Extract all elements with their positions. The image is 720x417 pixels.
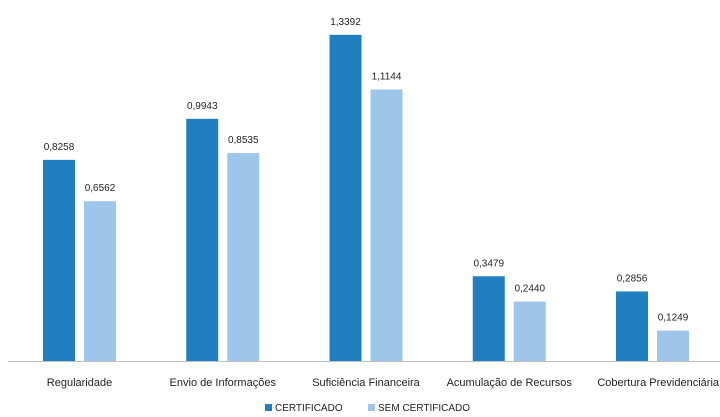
- legend-label: SEM CERTIFICADO: [378, 403, 470, 414]
- value-label: 0,2440: [514, 284, 545, 295]
- bar-sem-certificado-3: [513, 301, 546, 361]
- bar-sem-certificado-1: [227, 153, 260, 361]
- value-label: 0,3479: [473, 258, 504, 269]
- bar-certificado-2: [329, 34, 362, 362]
- legend: CERTIFICADO SEM CERTIFICADO: [265, 403, 470, 414]
- bar-sem-certificado-0: [84, 201, 116, 361]
- value-label: 1,1144: [372, 72, 402, 83]
- bar-sem-certificado-2: [370, 89, 403, 361]
- bars-group: [43, 34, 689, 362]
- category-label: Regularidade: [47, 377, 112, 389]
- value-labels-group: 0,8258 0,6562 0,9943 0,8535 1,3392 1,1144 0,34…: [44, 17, 689, 324]
- legend-swatch: [265, 404, 272, 411]
- bar-certificado-3: [472, 276, 505, 361]
- value-label: 0,8535: [228, 135, 259, 146]
- bar-sem-certificado-4: [657, 330, 689, 361]
- value-label: 0,1249: [658, 313, 689, 324]
- value-label: 0,2856: [617, 273, 648, 284]
- legend-label: CERTIFICADO: [275, 403, 343, 414]
- value-label: 0,9943: [187, 101, 218, 112]
- value-label: 1,3392: [330, 17, 361, 28]
- bar-certificado-4: [616, 291, 648, 361]
- value-label: 0,6562: [85, 183, 116, 194]
- bar-certificado-1: [186, 118, 219, 361]
- category-label: Cobertura Previdenciária: [597, 377, 720, 389]
- category-label: Envio de Informações: [170, 377, 277, 389]
- category-label: Acumulação de Recursos: [447, 377, 573, 389]
- category-label: Suficiência Financeira: [312, 377, 420, 389]
- legend-swatch: [368, 404, 375, 411]
- bar-certificado-0: [43, 159, 75, 361]
- category-labels-group: Regularidade Envio de Informações Suficiên…: [47, 377, 720, 389]
- value-label: 0,8258: [44, 142, 75, 153]
